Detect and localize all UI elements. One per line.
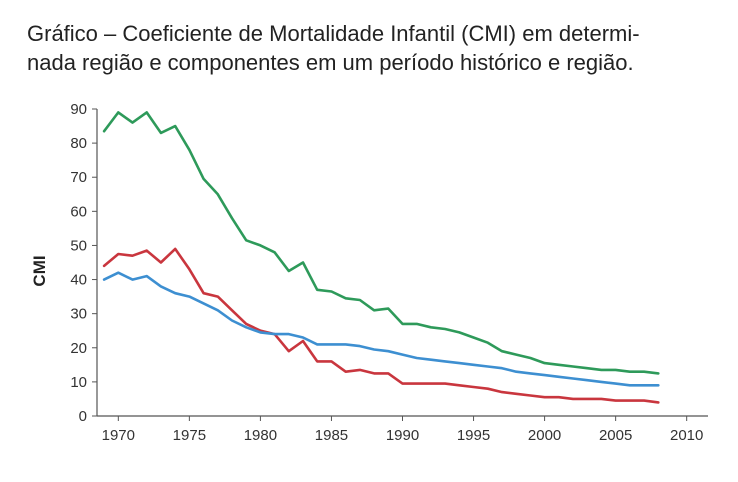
- x-axis-ticks: 1970 1975 1980 1985 1990 1995 2000 2005 2010: [102, 416, 703, 444]
- y-tick-label: 20: [70, 340, 87, 357]
- y-tick-label: 30: [70, 306, 87, 323]
- y-tick-label: 60: [70, 203, 87, 220]
- x-tick-label: 1995: [457, 427, 490, 444]
- y-tick-label: 10: [70, 374, 87, 391]
- x-tick-label: 1980: [244, 427, 277, 444]
- chart-title-line-1: Gráfico – Coeficiente de Mortalidade Inf…: [27, 21, 640, 46]
- y-tick-label: 70: [70, 169, 87, 186]
- x-tick-label: 2000: [528, 427, 561, 444]
- y-tick-label: 90: [70, 101, 87, 118]
- y-axis-ticks: 0 10 20 30 40 50 60 70 80 90: [70, 101, 97, 425]
- series-line-1: [102, 111, 660, 375]
- x-tick-label: 2010: [670, 427, 703, 444]
- y-tick-label: 50: [70, 237, 87, 254]
- x-tick-label: 2005: [599, 427, 632, 444]
- y-tick-label: 0: [79, 408, 87, 425]
- x-tick-label: 1975: [173, 427, 206, 444]
- y-tick-label: 40: [70, 272, 87, 289]
- x-tick-label: 1970: [102, 427, 135, 444]
- x-tick-label: 1985: [315, 427, 348, 444]
- series-lines: [102, 111, 660, 404]
- y-tick-label: 80: [70, 135, 87, 152]
- chart-title-line-2: nada região e componentes em um período …: [27, 50, 634, 75]
- x-tick-label: 1990: [386, 427, 419, 444]
- y-axis-label: CMI: [30, 255, 49, 286]
- chart-title: Gráfico – Coeficiente de Mortalidade Inf…: [27, 19, 727, 77]
- series-line-2: [102, 247, 660, 404]
- series-line-3: [102, 271, 660, 387]
